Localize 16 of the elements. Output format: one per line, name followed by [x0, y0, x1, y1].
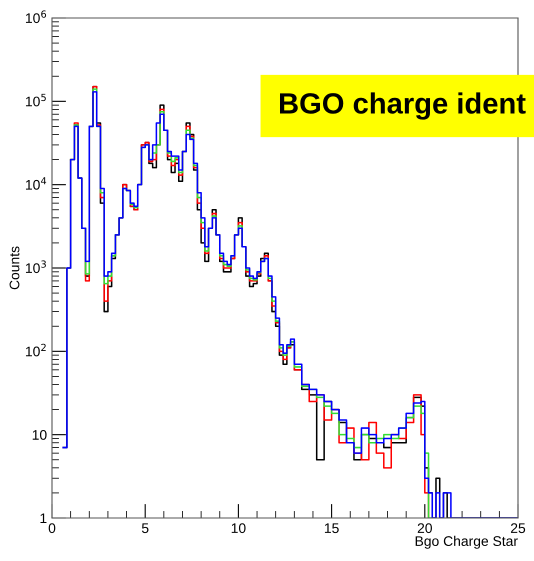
x-tick-label: 10 — [232, 523, 246, 534]
x-tick-label: 5 — [142, 523, 148, 534]
x-axis-title: Bgo Charge Star — [416, 536, 518, 549]
text: BGO charge ident — [280, 92, 526, 120]
x-tick-label: 25 — [510, 523, 526, 534]
y-tick-label: 10$^{6}$ — [26, 10, 46, 24]
y-tick-label: 10$^{5}$ — [26, 94, 46, 106]
y-tick-label: 10$^{2}$ — [26, 344, 46, 356]
y-tick-label: 10$^{3}$ — [26, 260, 46, 274]
x-tick-label: 20 — [418, 523, 432, 534]
y-tick-label: 10$^{4}$ — [26, 177, 46, 190]
y-tick-label: 1 — [40, 513, 46, 524]
y-axis-title: Counts — [10, 246, 20, 290]
y-tick-label: 10 — [32, 430, 47, 440]
x-tick-label: 15 — [324, 523, 339, 534]
x-tick-label: 0 — [48, 523, 56, 534]
